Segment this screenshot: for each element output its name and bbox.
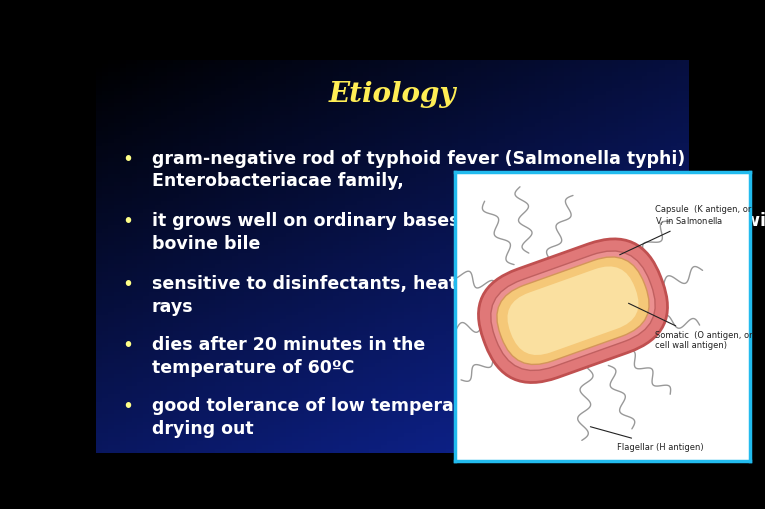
Text: •: • (122, 212, 134, 231)
FancyBboxPatch shape (496, 258, 649, 365)
Text: Etiology: Etiology (328, 81, 456, 108)
Text: Flagellar (H antigen): Flagellar (H antigen) (591, 427, 704, 451)
Text: dies after 20 minutes in the
temperature of 60ºC: dies after 20 minutes in the temperature… (152, 335, 425, 376)
Text: sensitive to disinfectants, heat and solar
rays: sensitive to disinfectants, heat and sol… (152, 275, 555, 316)
Text: good tolerance of low temperature and
drying out: good tolerance of low temperature and dr… (152, 396, 537, 437)
Text: •: • (122, 396, 134, 415)
Text: it grows well on ordinary bases, particularly those enriched with
bovine bile: it grows well on ordinary bases, particu… (152, 212, 765, 253)
FancyBboxPatch shape (478, 239, 668, 383)
Text: Capsule  (K antigen, or
V$_i$ in Salmonella: Capsule (K antigen, or V$_i$ in Salmonel… (620, 205, 752, 256)
Text: Somatic  (O antigen, or
cell wall antigen): Somatic (O antigen, or cell wall antigen… (629, 304, 753, 350)
Text: •: • (122, 335, 134, 354)
FancyBboxPatch shape (490, 251, 656, 371)
Text: •: • (122, 275, 134, 294)
FancyBboxPatch shape (507, 267, 639, 355)
Text: gram-negative rod of typhoid fever (Salmonella typhi)
Enterobacteriacae family,: gram-negative rod of typhoid fever (Salm… (152, 149, 685, 190)
Text: •: • (122, 149, 134, 168)
